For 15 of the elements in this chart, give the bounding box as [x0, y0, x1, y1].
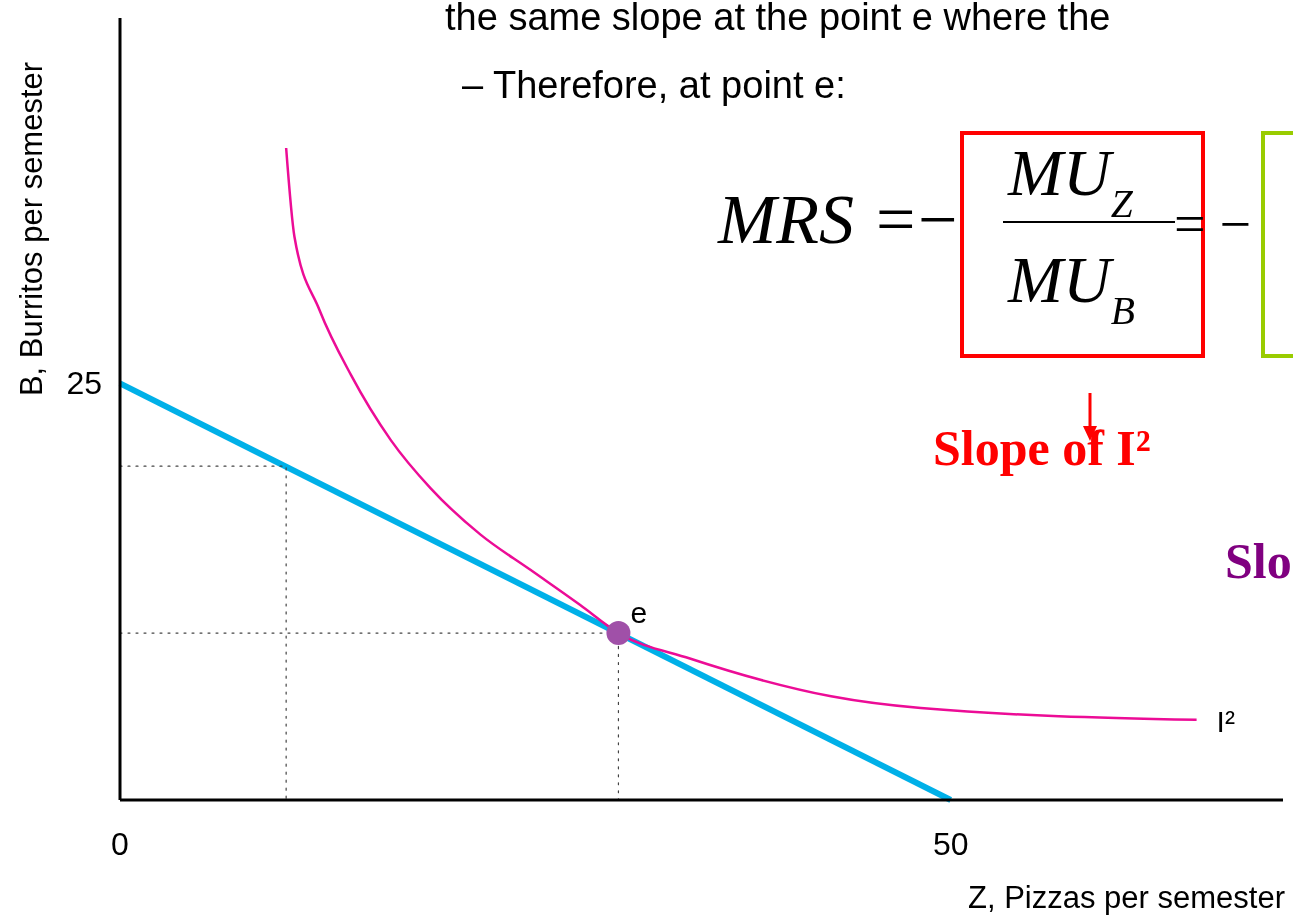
series-label: I²: [1216, 704, 1235, 738]
annotation: 25: [66, 365, 102, 402]
annotation: MRS =: [717, 181, 919, 258]
annotation: Slo: [1225, 533, 1292, 589]
annotation: MU$_{Z}$: [1007, 136, 1134, 226]
x-tick-label: 50: [932, 826, 969, 862]
x-tick-label: 0: [111, 826, 129, 862]
text: the same slope at the point e where the: [445, 0, 1111, 38]
annotation: MU$_{B}$: [1007, 243, 1135, 333]
annotation: Slope of I²: [933, 420, 1151, 476]
y-axis-title: B, Burritos per semester: [14, 61, 49, 397]
annotation: e: [630, 596, 648, 630]
annotation: −: [918, 181, 958, 258]
x-axis-title: Z, Pizzas per semester: [968, 880, 1285, 915]
text: – Therefore, at point e:: [462, 64, 846, 106]
